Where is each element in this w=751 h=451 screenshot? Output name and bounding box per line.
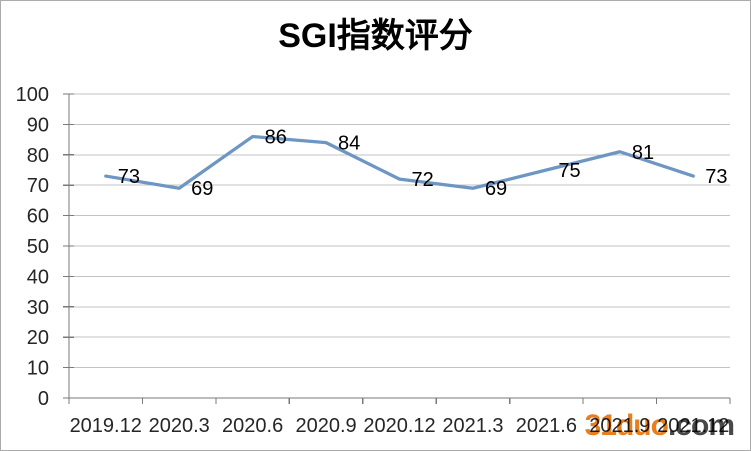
y-axis-label: 40 — [27, 266, 49, 288]
x-axis-label: 2020.3 — [149, 415, 210, 437]
x-axis-label: 2020.12 — [363, 415, 435, 437]
data-label: 86 — [265, 127, 287, 149]
data-label: 75 — [558, 160, 580, 182]
y-axis-label: 50 — [27, 236, 49, 258]
x-axis-label: 2020.9 — [295, 415, 356, 437]
x-axis-label: 2021.12 — [657, 415, 729, 437]
watermark: 31duo.com — [584, 409, 735, 442]
y-axis-label: 80 — [27, 145, 49, 167]
data-label: 73 — [118, 166, 140, 188]
y-axis-label: 100 — [16, 84, 49, 106]
y-axis-label: 10 — [27, 358, 49, 380]
data-label: 69 — [485, 178, 507, 200]
watermark-brand: 31duo — [584, 409, 669, 442]
y-axis-label: 60 — [27, 206, 49, 228]
chart-title: SGI指数评分 — [278, 17, 473, 55]
data-label: 72 — [412, 169, 434, 191]
data-label: 73 — [705, 166, 727, 188]
x-axis-label: 2021.6 — [516, 415, 577, 437]
x-axis-label: 2020.6 — [222, 415, 283, 437]
x-axis-label: 2021.9 — [589, 415, 650, 437]
y-axis-label: 0 — [38, 388, 49, 410]
x-axis-label: 2021.3 — [442, 415, 503, 437]
data-label: 81 — [632, 142, 654, 164]
data-label: 84 — [338, 133, 360, 155]
series-line — [104, 134, 695, 190]
watermark-tld: .com — [667, 409, 735, 442]
data-label: 69 — [191, 178, 213, 200]
y-axis-label: 30 — [27, 297, 49, 319]
y-axis-label: 90 — [27, 114, 49, 136]
x-axis-label: 2019.12 — [70, 415, 142, 437]
y-axis-label: 20 — [27, 327, 49, 349]
y-axis-label: 70 — [27, 175, 49, 197]
